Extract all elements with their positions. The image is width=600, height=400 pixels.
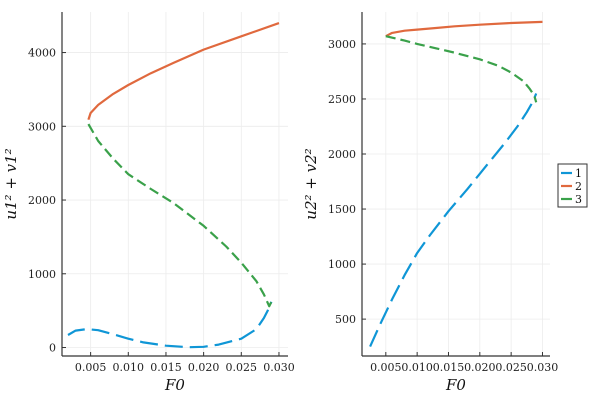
x-tick-label: 0.025 [226,361,258,374]
series-2-line [87,22,280,121]
series-2-line [385,20,543,38]
x-tick-label: 0.005 [75,361,107,374]
x-tick-label: 0.030 [263,361,295,374]
x-tick-label: 0.005 [370,361,402,374]
x-tick-label: 0.015 [433,361,465,374]
legend-label-3: 3 [575,193,582,206]
y-tick-label: 4000 [28,47,56,60]
series-3-line [385,35,538,103]
x-tick-label: 0.015 [150,361,182,374]
y-tick-label: 1500 [328,203,356,216]
y-tick-label: 2000 [328,148,356,161]
x-tick-label: 0.025 [495,361,527,374]
series-1-line [369,93,538,348]
legend-label-2: 2 [575,180,582,193]
panel-2: 0.005 0.010 0.015 0.020 0.025 0.030 500 1000 150… [302,12,558,394]
y-tick-label: 2500 [328,93,356,106]
y-tick-label: 0 [49,342,56,355]
panel-1: 0.005 0.010 0.015 0.020 0.025 0.030 0 1000 2000 3… [2,12,295,394]
x-axis-label: F0 [164,376,185,394]
x-axis-label: F0 [445,376,466,394]
y-tick-label: 2000 [28,194,56,207]
x-tick-label: 0.020 [188,361,220,374]
y-tick-label: 3000 [28,120,56,133]
series-3-line [87,123,273,308]
x-tick-label: 0.010 [113,361,145,374]
y-tick-label: 1000 [328,258,356,271]
legend-label-1: 1 [575,167,582,180]
legend: 123 [557,163,588,208]
y-tick-label: 500 [335,313,356,326]
y-tick-label: 1000 [28,268,56,281]
x-tick-label: 0.030 [527,361,559,374]
y-tick-label: 3000 [328,38,356,51]
series-1-line [67,301,273,349]
y-axis-label: u2² + v2² [302,148,320,219]
x-tick-label: 0.020 [464,361,496,374]
y-axis-label: u1² + v1² [2,148,20,219]
x-tick-label: 0.010 [401,361,433,374]
